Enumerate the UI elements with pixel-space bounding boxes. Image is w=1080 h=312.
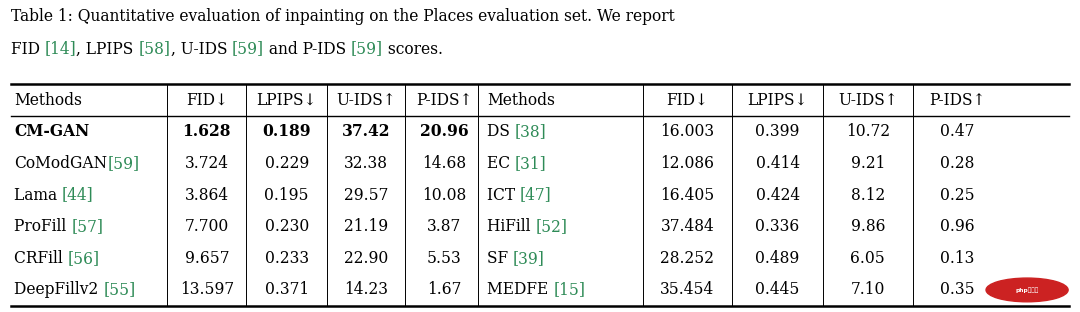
Text: 3.87: 3.87 — [428, 218, 461, 235]
Text: 9.86: 9.86 — [851, 218, 885, 235]
Text: FID↓: FID↓ — [186, 91, 228, 109]
Text: 12.086: 12.086 — [661, 155, 715, 172]
Text: ICT: ICT — [487, 187, 521, 203]
Text: [47]: [47] — [521, 187, 552, 203]
Text: 3.864: 3.864 — [185, 187, 229, 203]
Text: , LPIPS: , LPIPS — [77, 41, 138, 57]
Text: FID↓: FID↓ — [666, 91, 708, 109]
Text: P-IDS↑: P-IDS↑ — [416, 91, 473, 109]
Text: 7.700: 7.700 — [185, 218, 229, 235]
Text: ProFill: ProFill — [14, 218, 71, 235]
Text: 0.445: 0.445 — [755, 281, 800, 299]
Text: 5.53: 5.53 — [427, 250, 462, 267]
Text: 3.724: 3.724 — [185, 155, 229, 172]
Text: [52]: [52] — [536, 218, 567, 235]
Text: 0.47: 0.47 — [941, 123, 974, 140]
Text: CoModGAN: CoModGAN — [14, 155, 107, 172]
Text: [55]: [55] — [104, 281, 135, 299]
Text: 0.399: 0.399 — [755, 123, 800, 140]
Text: P-IDS↑: P-IDS↑ — [929, 91, 986, 109]
Text: FID: FID — [11, 41, 44, 57]
Text: 32.38: 32.38 — [345, 155, 388, 172]
Text: LPIPS↓: LPIPS↓ — [747, 91, 808, 109]
Text: 7.10: 7.10 — [851, 281, 885, 299]
Text: php中文网: php中文网 — [1015, 287, 1039, 293]
Text: 20.96: 20.96 — [420, 123, 469, 140]
Text: 0.96: 0.96 — [940, 218, 975, 235]
Text: [56]: [56] — [68, 250, 99, 267]
Text: U-IDS↑: U-IDS↑ — [336, 91, 396, 109]
Text: 0.229: 0.229 — [265, 155, 309, 172]
Text: LPIPS↓: LPIPS↓ — [256, 91, 318, 109]
Text: 0.195: 0.195 — [265, 187, 309, 203]
Text: 6.05: 6.05 — [850, 250, 886, 267]
Text: 10.72: 10.72 — [846, 123, 890, 140]
Text: CM-GAN: CM-GAN — [14, 123, 90, 140]
Circle shape — [986, 278, 1068, 302]
Text: , U-IDS: , U-IDS — [171, 41, 232, 57]
Text: scores.: scores. — [383, 41, 443, 57]
Text: 0.25: 0.25 — [940, 187, 975, 203]
Text: 37.42: 37.42 — [342, 123, 390, 140]
Text: 0.371: 0.371 — [265, 281, 309, 299]
Text: CRFill: CRFill — [14, 250, 68, 267]
Text: [38]: [38] — [515, 123, 546, 140]
Text: [59]: [59] — [107, 155, 139, 172]
Text: 1.67: 1.67 — [428, 281, 461, 299]
Text: [14]: [14] — [44, 41, 77, 57]
Text: DS: DS — [487, 123, 515, 140]
Text: U-IDS↑: U-IDS↑ — [838, 91, 897, 109]
Text: 0.35: 0.35 — [940, 281, 975, 299]
Text: 16.003: 16.003 — [660, 123, 715, 140]
Text: [44]: [44] — [62, 187, 94, 203]
Text: 0.28: 0.28 — [941, 155, 974, 172]
Text: and P-IDS: and P-IDS — [264, 41, 351, 57]
Text: Methods: Methods — [14, 91, 82, 109]
Text: 1.628: 1.628 — [183, 123, 231, 140]
Text: DeepFillv2: DeepFillv2 — [14, 281, 104, 299]
Text: 35.454: 35.454 — [660, 281, 715, 299]
Text: SF: SF — [487, 250, 513, 267]
Text: 29.57: 29.57 — [343, 187, 389, 203]
Text: 21.19: 21.19 — [345, 218, 388, 235]
Text: 0.189: 0.189 — [262, 123, 311, 140]
Text: [59]: [59] — [232, 41, 264, 57]
Text: 0.230: 0.230 — [265, 218, 309, 235]
Text: Methods: Methods — [487, 91, 555, 109]
Text: 16.405: 16.405 — [660, 187, 715, 203]
Text: 14.23: 14.23 — [345, 281, 388, 299]
Text: EC: EC — [487, 155, 515, 172]
Text: 0.489: 0.489 — [756, 250, 799, 267]
Text: 0.424: 0.424 — [756, 187, 799, 203]
Text: Table 1: Quantitative evaluation of inpainting on the Places evaluation set. We : Table 1: Quantitative evaluation of inpa… — [11, 8, 675, 25]
Text: [58]: [58] — [138, 41, 171, 57]
Text: [59]: [59] — [351, 41, 383, 57]
Text: 0.414: 0.414 — [756, 155, 799, 172]
Text: 8.12: 8.12 — [851, 187, 885, 203]
Text: 0.233: 0.233 — [265, 250, 309, 267]
Text: 9.657: 9.657 — [185, 250, 229, 267]
Text: [39]: [39] — [513, 250, 545, 267]
Text: 9.21: 9.21 — [851, 155, 885, 172]
Text: [31]: [31] — [515, 155, 546, 172]
Text: 0.13: 0.13 — [941, 250, 974, 267]
Text: Lama: Lama — [14, 187, 62, 203]
Text: 14.68: 14.68 — [422, 155, 467, 172]
Text: [57]: [57] — [71, 218, 104, 235]
Text: 10.08: 10.08 — [422, 187, 467, 203]
Text: 0.336: 0.336 — [756, 218, 799, 235]
Text: 37.484: 37.484 — [661, 218, 714, 235]
Text: 22.90: 22.90 — [345, 250, 388, 267]
Text: 13.597: 13.597 — [179, 281, 234, 299]
Text: MEDFE: MEDFE — [487, 281, 553, 299]
Text: HiFill: HiFill — [487, 218, 536, 235]
Text: [15]: [15] — [553, 281, 585, 299]
Text: 28.252: 28.252 — [661, 250, 715, 267]
